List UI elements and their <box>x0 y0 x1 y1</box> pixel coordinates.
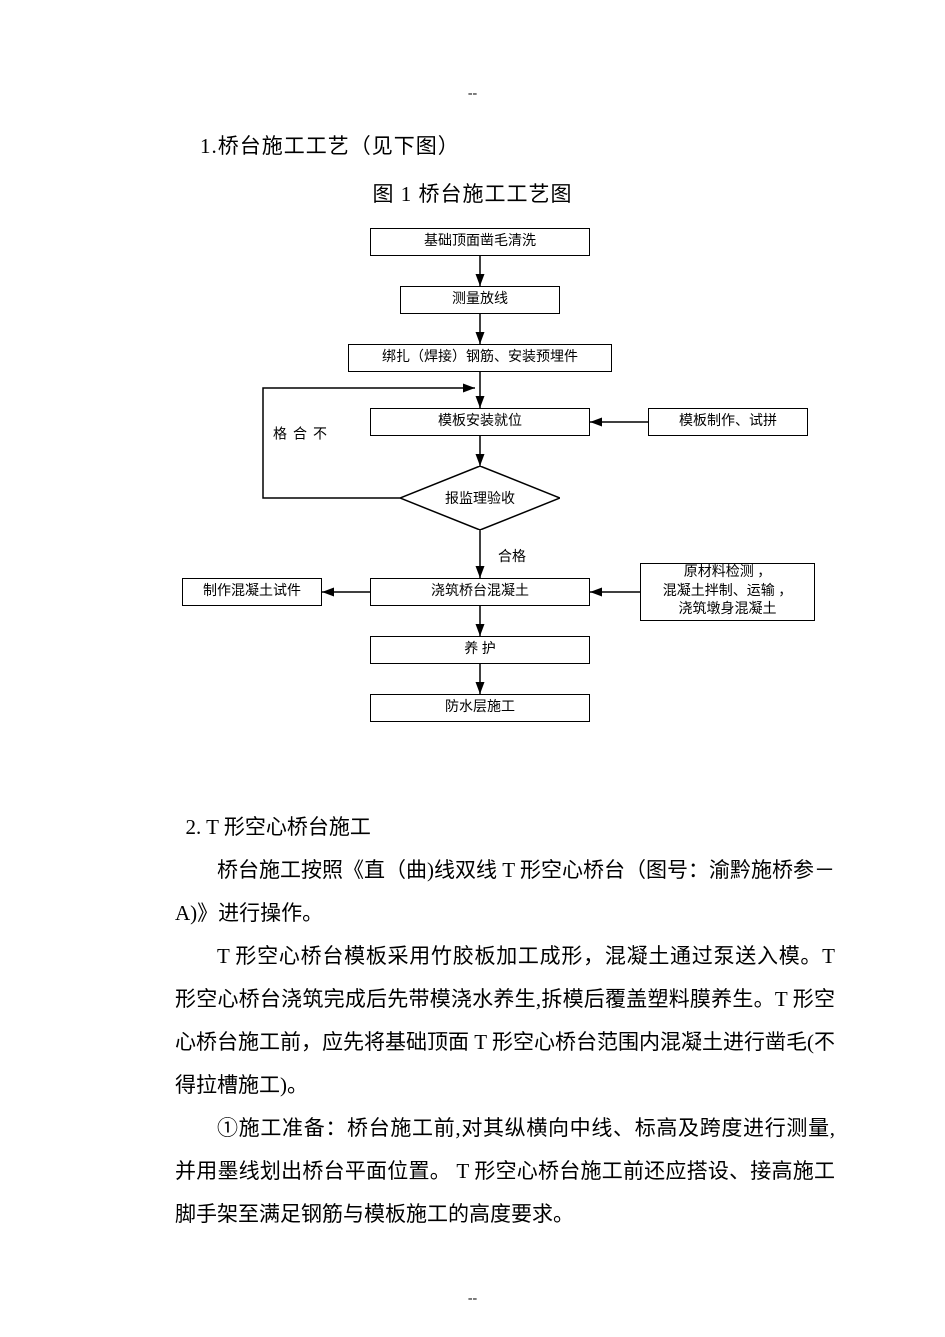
node-n4b: 模板制作、试拼 <box>648 408 808 436</box>
footer-dashes: -- <box>0 1291 945 1307</box>
section-2-p2: T 形空心桥台模板采用竹胶板加工成形，混凝土通过泵送入模。T形空心桥台浇筑完成后… <box>175 935 835 1107</box>
node-d1-decision: 报监理验收 <box>400 466 560 530</box>
node-n6: 养 护 <box>370 636 590 664</box>
node-n2: 测量放线 <box>400 286 560 314</box>
section-2: 2. T 形空心桥台施工 桥台施工按照《直（曲)线双线 T 形空心桥台（图号：渝… <box>175 806 835 1236</box>
node-n4: 模板安装就位 <box>370 408 590 436</box>
edge-label-pass: 合格 <box>498 546 526 566</box>
node-n3: 绑扎（焊接）钢筋、安装预埋件 <box>348 344 612 372</box>
section-1-heading: 1.桥台施工工艺（见下图） <box>200 130 945 160</box>
header-dashes: -- <box>0 86 945 102</box>
figure-caption: 图 1 桥台施工工艺图 <box>0 178 945 208</box>
section-2-p3: ①施工准备：桥台施工前,对其纵横向中线、标高及跨度进行测量,并用墨线划出桥台平面… <box>175 1107 835 1236</box>
node-n5r: 原材料检测 ， 混凝土拌制、运输 ， 浇筑墩身混凝土 <box>640 563 815 621</box>
node-n7: 防水层施工 <box>370 694 590 722</box>
node-d1-label: 报监理验收 <box>400 466 560 530</box>
node-n5l: 制作混凝土试件 <box>182 578 322 606</box>
flowchart: 基础顶面凿毛清洗 测量放线 绑扎（焊接）钢筋、安装预埋件 模板安装就位 模板制作… <box>0 218 945 788</box>
section-2-heading: 2. T 形空心桥台施工 <box>186 806 836 849</box>
section-2-p1: 桥台施工按照《直（曲)线双线 T 形空心桥台（图号：渝黔施桥参－ A)》进行操作… <box>175 849 835 935</box>
node-n5: 浇筑桥台混凝土 <box>370 578 590 606</box>
node-n1: 基础顶面凿毛清洗 <box>370 228 590 256</box>
edge-label-fail: 不 合 格 <box>268 426 328 442</box>
page: -- 1.桥台施工工艺（见下图） 图 1 桥台施工工艺图 <box>0 0 945 1337</box>
